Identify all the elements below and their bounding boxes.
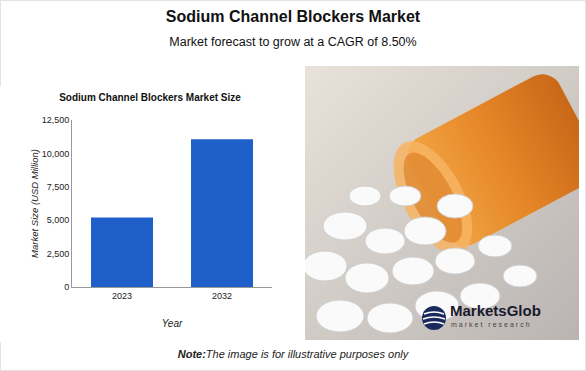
svg-text:0: 0 (64, 282, 69, 292)
svg-text:Sodium Channel Blockers Market: Sodium Channel Blockers Market Size (59, 92, 241, 103)
svg-text:2023: 2023 (112, 291, 132, 301)
html-text:market research: market research (451, 321, 532, 328)
svg-text:2,500: 2,500 (47, 249, 70, 259)
html-text:Sodium Channel Blockers Market: Sodium Channel Blockers Market (165, 8, 421, 25)
html-text:Market forecast to grow at a C: Market forecast to grow at a CAGR of 8.5… (169, 35, 417, 49)
html-text:MarketsGlob: MarketsGlob (450, 302, 541, 319)
svg-text:10,000: 10,000 (42, 149, 70, 159)
svg-text:7,500: 7,500 (47, 182, 70, 192)
svg-text:2032: 2032 (212, 291, 232, 301)
svg-text:Year: Year (162, 318, 183, 329)
html-text:Note: The image is for illustr: Note: The image is for illustrative purp… (177, 348, 409, 360)
svg-text:5,000: 5,000 (47, 215, 70, 225)
svg-text:Market Size (USD Million): Market Size (USD Million) (29, 149, 40, 258)
svg-text:12,500: 12,500 (42, 115, 70, 125)
